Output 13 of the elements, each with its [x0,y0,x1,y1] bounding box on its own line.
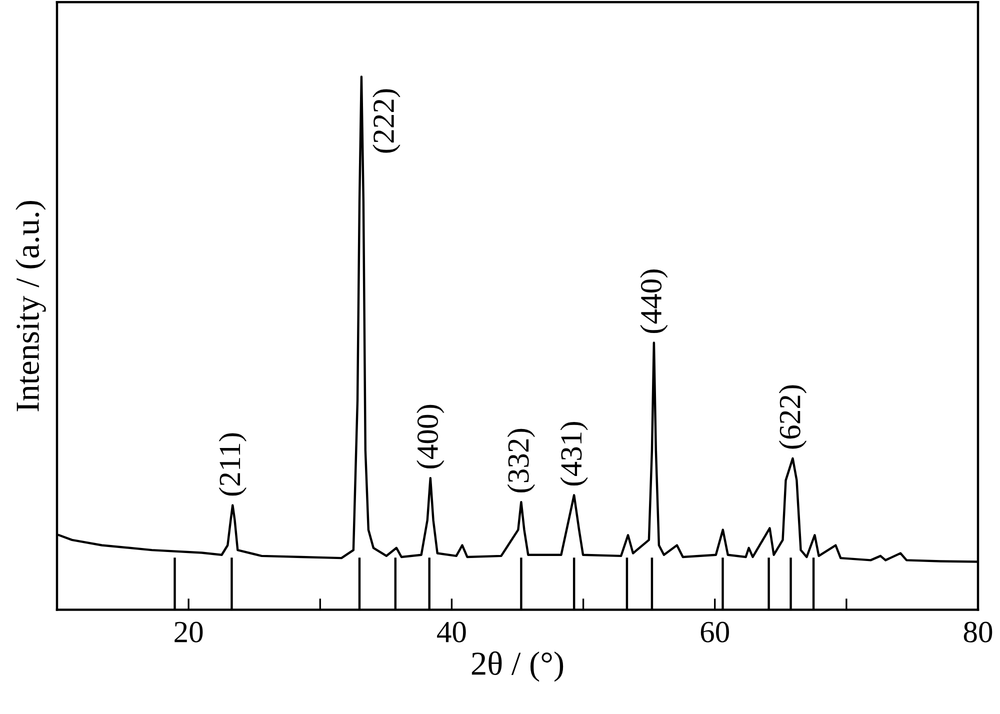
annotation: (400) [416,404,444,468]
x-tick-label: 80 [964,622,992,642]
x-tick-label: 60 [700,622,729,642]
annotation: (332) [507,428,536,492]
annotation: (211) [218,433,247,496]
x-axis-title: 2θ / (°) [472,651,564,682]
annotation: (222) [372,89,400,153]
x-tick-label: 40 [437,622,466,642]
x-tick-label: 20 [174,622,203,642]
annotation: (431) [560,422,588,486]
y-axis-title: Intensity / (a.u.) [16,200,46,412]
annotation: (622) [778,385,807,449]
annotation: (440) [640,270,668,334]
